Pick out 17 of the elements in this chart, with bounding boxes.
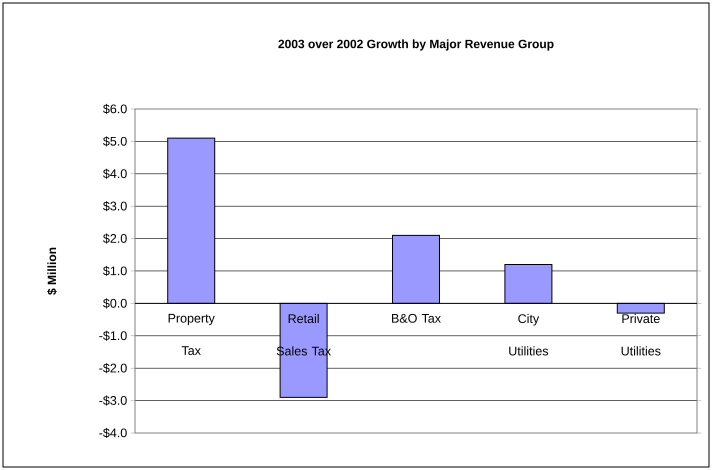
y-tick-label: $2.0 — [103, 234, 127, 244]
y-tick-label: $4.0 — [103, 168, 127, 179]
y-tick-label: $1.0 — [103, 266, 127, 276]
chart-title: 2003 over 2002 Growth by Major Revenue Group — [278, 39, 554, 51]
x-tick-label: B&O Tax — [392, 314, 441, 323]
y-tick-label: $0.0 — [103, 298, 127, 308]
y-tick-label: $6.0 — [103, 104, 127, 114]
y-tick-label: -$2.0 — [99, 363, 127, 374]
y-tick-label: -$3.0 — [99, 396, 127, 406]
y-tick-label: -$1.0 — [99, 330, 127, 341]
y-axis-title: $ Million — [47, 248, 57, 295]
y-tick-label: $3.0 — [103, 201, 127, 212]
y-tick-label: -$4.0 — [99, 428, 127, 438]
y-tick-label: $5.0 — [103, 136, 127, 146]
category-label: City Utilities — [509, 314, 548, 356]
category-label: Property Tax — [168, 314, 215, 356]
category-label: Private Utilities — [622, 314, 660, 356]
